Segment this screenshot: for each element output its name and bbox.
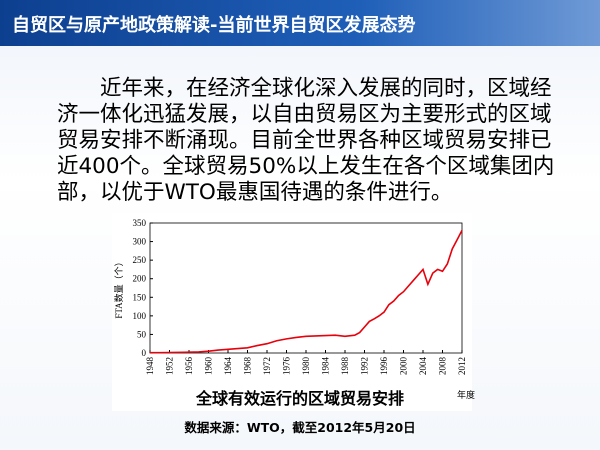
y-tick-label: 100 [133, 311, 147, 321]
source-note: 数据来源：WTO，截至2012年5月20日 [184, 420, 416, 435]
chart-caption: 全球有效运行的区域贸易安排 [195, 389, 404, 408]
x-tick-label: 1992 [360, 357, 370, 375]
series-line [150, 230, 463, 354]
x-tick-label: 1968 [243, 357, 253, 376]
x-tick-label: 1972 [262, 357, 272, 375]
x-tick-label: 1988 [340, 357, 350, 376]
x-tick-label: 1948 [145, 357, 155, 376]
x-tick-label: 2004 [418, 357, 428, 376]
x-tick-label: 1964 [223, 357, 233, 376]
y-tick-label: 250 [133, 255, 147, 265]
header-bar: 自贸区与原产地政策解读-当前世界自贸区发展态势 [0, 0, 600, 46]
paragraph: 近年来，在经济全球化深入发展的同时，区域经济一体化迅猛发展，以自由贸易区为主要形… [57, 76, 555, 205]
x-tick-label: 1996 [379, 357, 389, 376]
slide-title: 自贸区与原产地政策解读-当前世界自贸区发展态势 [12, 15, 416, 36]
y-axis-label: FTA数量（个） [113, 257, 124, 318]
x-tick-label: 2000 [399, 357, 409, 376]
x-tick-label: 2012 [457, 357, 467, 375]
x-tick-label: 2008 [438, 357, 448, 376]
x-tick-label: 1976 [282, 357, 292, 376]
y-tick-label: 50 [137, 329, 147, 339]
x-tick-label: 1960 [204, 357, 214, 376]
y-tick-label: 300 [133, 237, 147, 247]
x-tick-label: 1956 [184, 357, 194, 376]
y-tick-label: 150 [133, 292, 147, 302]
y-tick-label: 350 [133, 218, 147, 228]
x-tick-label: 1952 [165, 357, 175, 375]
x-axis-label: 年度 [457, 389, 475, 400]
y-tick-label: 200 [133, 274, 147, 284]
x-tick-label: 1980 [301, 357, 311, 376]
chart-background [112, 213, 472, 411]
y-tick-label: 0 [142, 348, 147, 358]
x-tick-label: 1984 [321, 357, 331, 376]
